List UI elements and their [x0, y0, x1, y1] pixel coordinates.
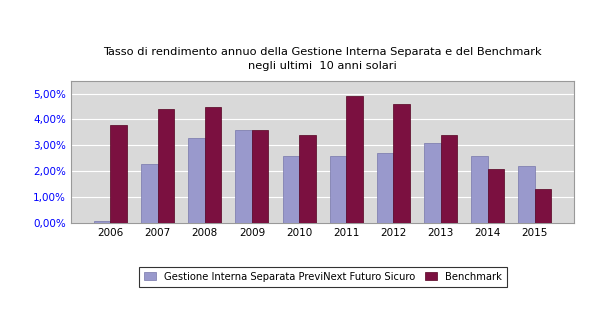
- Bar: [535, 189, 551, 223]
- Bar: [471, 156, 488, 223]
- Legend: Gestione Interna Separata PreviNext Futuro Sicuro, Benchmark: Gestione Interna Separata PreviNext Futu…: [139, 267, 507, 287]
- Bar: [236, 130, 252, 223]
- Bar: [157, 109, 174, 223]
- Bar: [377, 153, 393, 223]
- Bar: [488, 169, 504, 223]
- Bar: [252, 130, 268, 223]
- Title: Tasso di rendimento annuo della Gestione Interna Separata e del Benchmark
negli : Tasso di rendimento annuo della Gestione…: [104, 47, 542, 72]
- Bar: [141, 164, 157, 223]
- Bar: [393, 104, 410, 223]
- Bar: [519, 166, 535, 223]
- Bar: [440, 135, 457, 223]
- Bar: [299, 135, 316, 223]
- Bar: [111, 125, 127, 223]
- Bar: [282, 156, 299, 223]
- Bar: [205, 107, 221, 223]
- Bar: [346, 96, 363, 223]
- Bar: [94, 221, 111, 223]
- Bar: [188, 138, 205, 223]
- Bar: [424, 143, 440, 223]
- Bar: [330, 156, 346, 223]
